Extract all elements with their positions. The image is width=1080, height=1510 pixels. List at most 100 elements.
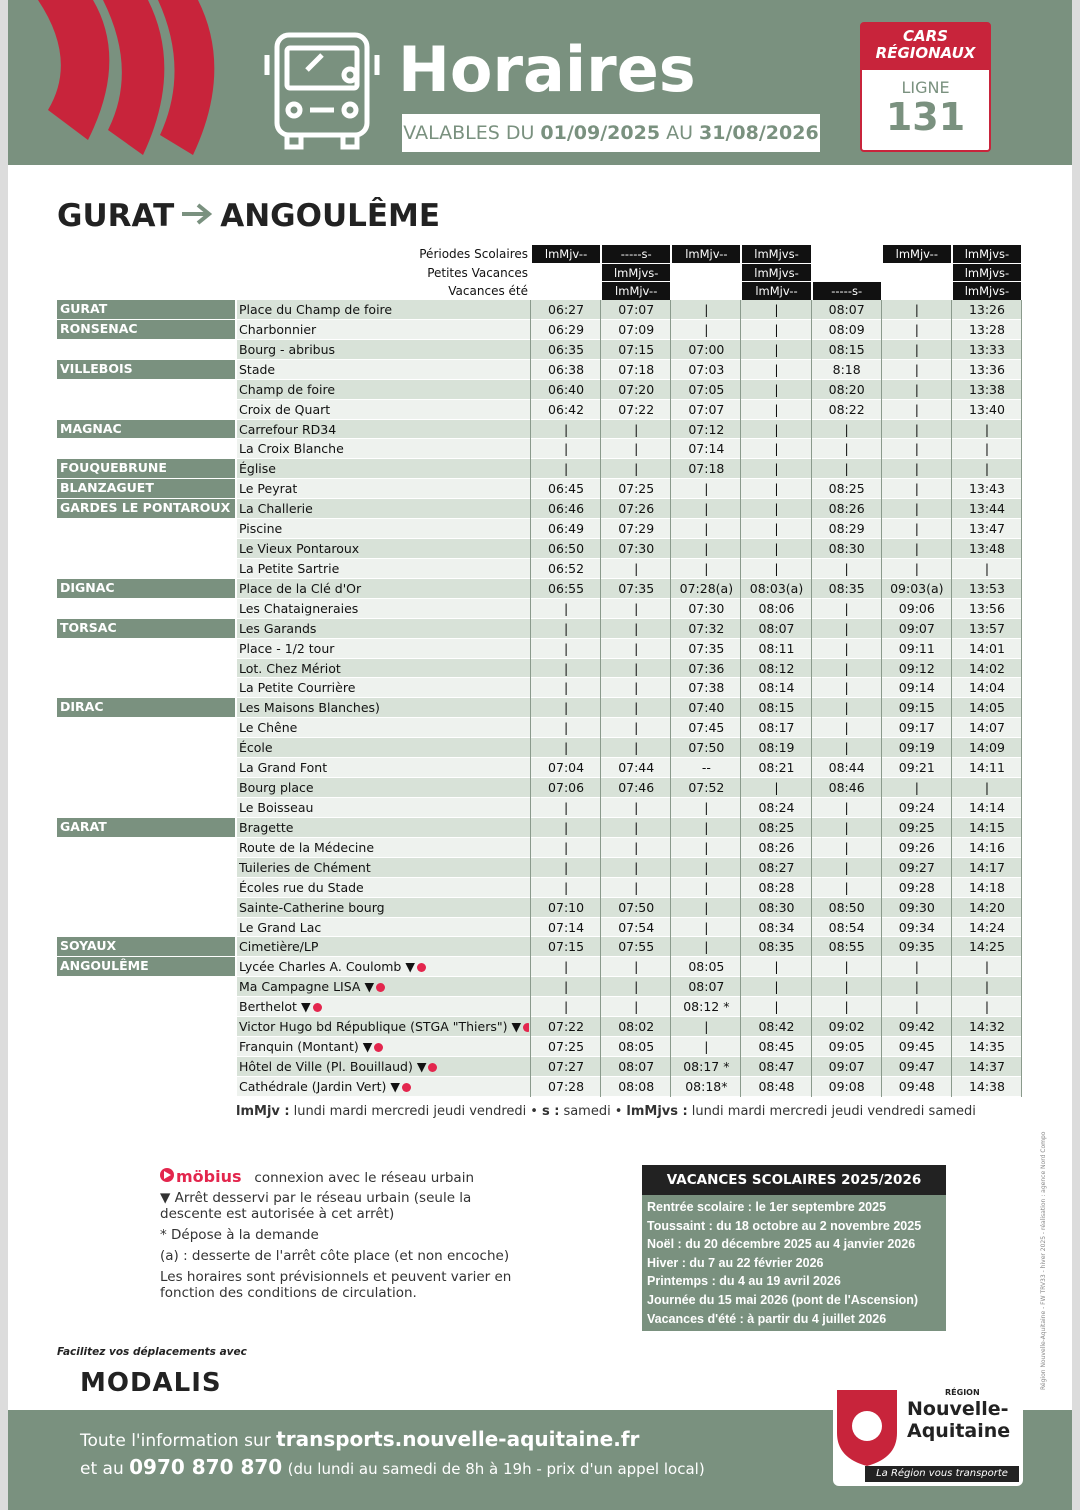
- time: |: [774, 441, 779, 457]
- time: 08:24: [758, 800, 795, 815]
- time: 08:06: [758, 600, 795, 616]
- stop: Bourg - abribus: [239, 340, 529, 360]
- stop: Le Boisseau: [239, 798, 529, 818]
- time: 07:18: [618, 361, 655, 377]
- time: 08:25: [828, 481, 865, 497]
- region-line: Aquitaine: [907, 1420, 1011, 1442]
- time: |: [914, 541, 919, 557]
- time: |: [774, 959, 779, 975]
- time: 13:48: [968, 541, 1005, 557]
- time: |: [844, 879, 849, 895]
- stop-name: Le Grand Lac: [239, 919, 322, 935]
- time: 08:08: [618, 1078, 655, 1094]
- time: 08:15: [828, 341, 865, 357]
- stop: Piscine: [239, 519, 529, 539]
- time: |: [774, 560, 779, 576]
- time: 06:35: [548, 341, 585, 357]
- phone-prefix: et au: [80, 1459, 124, 1479]
- time: 09:05: [828, 1039, 865, 1055]
- stop-name: Stade: [239, 361, 276, 377]
- time: |: [984, 461, 990, 477]
- region-small: RÉGION: [945, 1388, 980, 1397]
- time: |: [844, 700, 849, 716]
- time: 08:18*: [685, 1078, 728, 1094]
- stop: Hôtel de Ville (Pl. Bouillaud) ▼: [239, 1057, 529, 1077]
- time: 08:05: [618, 1039, 655, 1055]
- stop-name: Le Peyrat: [239, 481, 298, 497]
- time: |: [914, 959, 919, 975]
- stop-name: Cimetière/LP: [239, 939, 319, 955]
- time: 08:03(a): [749, 580, 804, 596]
- time: 07:14: [688, 441, 725, 457]
- time: |: [984, 421, 990, 437]
- time: |: [704, 560, 709, 576]
- town: ANGOULÊME: [57, 957, 235, 977]
- stop: Écoles rue du Stade: [239, 878, 529, 898]
- time: |: [634, 620, 639, 636]
- stop: La Grand Font: [239, 758, 529, 778]
- mobius-note: möbius connexion avec le réseau urbain: [160, 1168, 530, 1186]
- time: |: [634, 720, 639, 736]
- stop: Charbonnier: [239, 320, 529, 340]
- stop-name: Les Maisons Blanches): [239, 700, 380, 716]
- time: |: [774, 501, 779, 517]
- time: 14:02: [968, 660, 1005, 676]
- stop: École: [239, 738, 529, 758]
- time: 09:42: [898, 1019, 935, 1035]
- time: 06:38: [548, 361, 585, 377]
- time: |: [914, 441, 919, 457]
- time: |: [704, 501, 709, 517]
- time: 06:29: [548, 321, 585, 337]
- mobius-icon: [402, 1082, 412, 1092]
- time: |: [914, 560, 919, 576]
- legend-text: lundi mardi mercredi jeudi vendredi: [293, 1104, 527, 1119]
- time: 07:28: [548, 1078, 585, 1094]
- stop-mark: ▼: [416, 1058, 427, 1074]
- column-rule: [880, 300, 882, 1097]
- time: |: [704, 939, 709, 955]
- time: |: [984, 959, 990, 975]
- time: |: [563, 421, 569, 437]
- time: 08:12: [758, 660, 795, 676]
- column-rule: [810, 300, 812, 1097]
- row-bg: [237, 379, 1022, 399]
- stop-name: Carrefour RD34: [239, 421, 337, 437]
- time: 06:50: [548, 541, 585, 557]
- time: |: [774, 321, 779, 337]
- row-bg: [237, 957, 1022, 977]
- title: Horaires: [398, 33, 696, 106]
- stop-name: Ma Campagne LISA: [239, 979, 361, 995]
- time: |: [914, 461, 919, 477]
- time: 06:52: [548, 560, 585, 576]
- badge-label: LIGNE: [901, 78, 950, 97]
- time: |: [844, 740, 849, 756]
- stop-name: La Challerie: [239, 501, 313, 517]
- holiday-item: Vacances d'été : à partir du 4 juillet 2…: [647, 1311, 887, 1326]
- credit: Région Nouvelle-Aquitaine - FW TRV33 - h…: [1040, 1131, 1047, 1390]
- period-cell: lmMjv--: [672, 245, 741, 263]
- time: 08:54: [828, 919, 865, 935]
- bus-icon: [264, 32, 380, 150]
- time: 08:05: [688, 959, 725, 975]
- time: 08:07: [758, 620, 795, 636]
- time: 07:28(a): [679, 580, 734, 596]
- time: 08:07: [618, 1058, 655, 1074]
- time: 08:35: [758, 939, 795, 955]
- time: |: [704, 302, 709, 317]
- time: 09:07: [898, 620, 935, 636]
- time: 09:26: [898, 839, 935, 855]
- row-bg: [237, 399, 1022, 419]
- legend: lmMjv : lundi mardi mercredi jeudi vendre…: [236, 1104, 976, 1119]
- row-bg: [237, 817, 1022, 837]
- time: |: [563, 720, 569, 736]
- mobius-icon: [416, 963, 426, 973]
- time: 08:21: [758, 760, 795, 776]
- time: 09:17: [898, 720, 935, 736]
- time: 07:52: [688, 780, 725, 796]
- time: |: [634, 441, 639, 457]
- time: 14:11: [968, 760, 1005, 776]
- time: 14:25: [968, 939, 1005, 955]
- time: 06:27: [548, 302, 585, 317]
- row-bg: [237, 459, 1022, 479]
- time: 08:29: [828, 521, 865, 537]
